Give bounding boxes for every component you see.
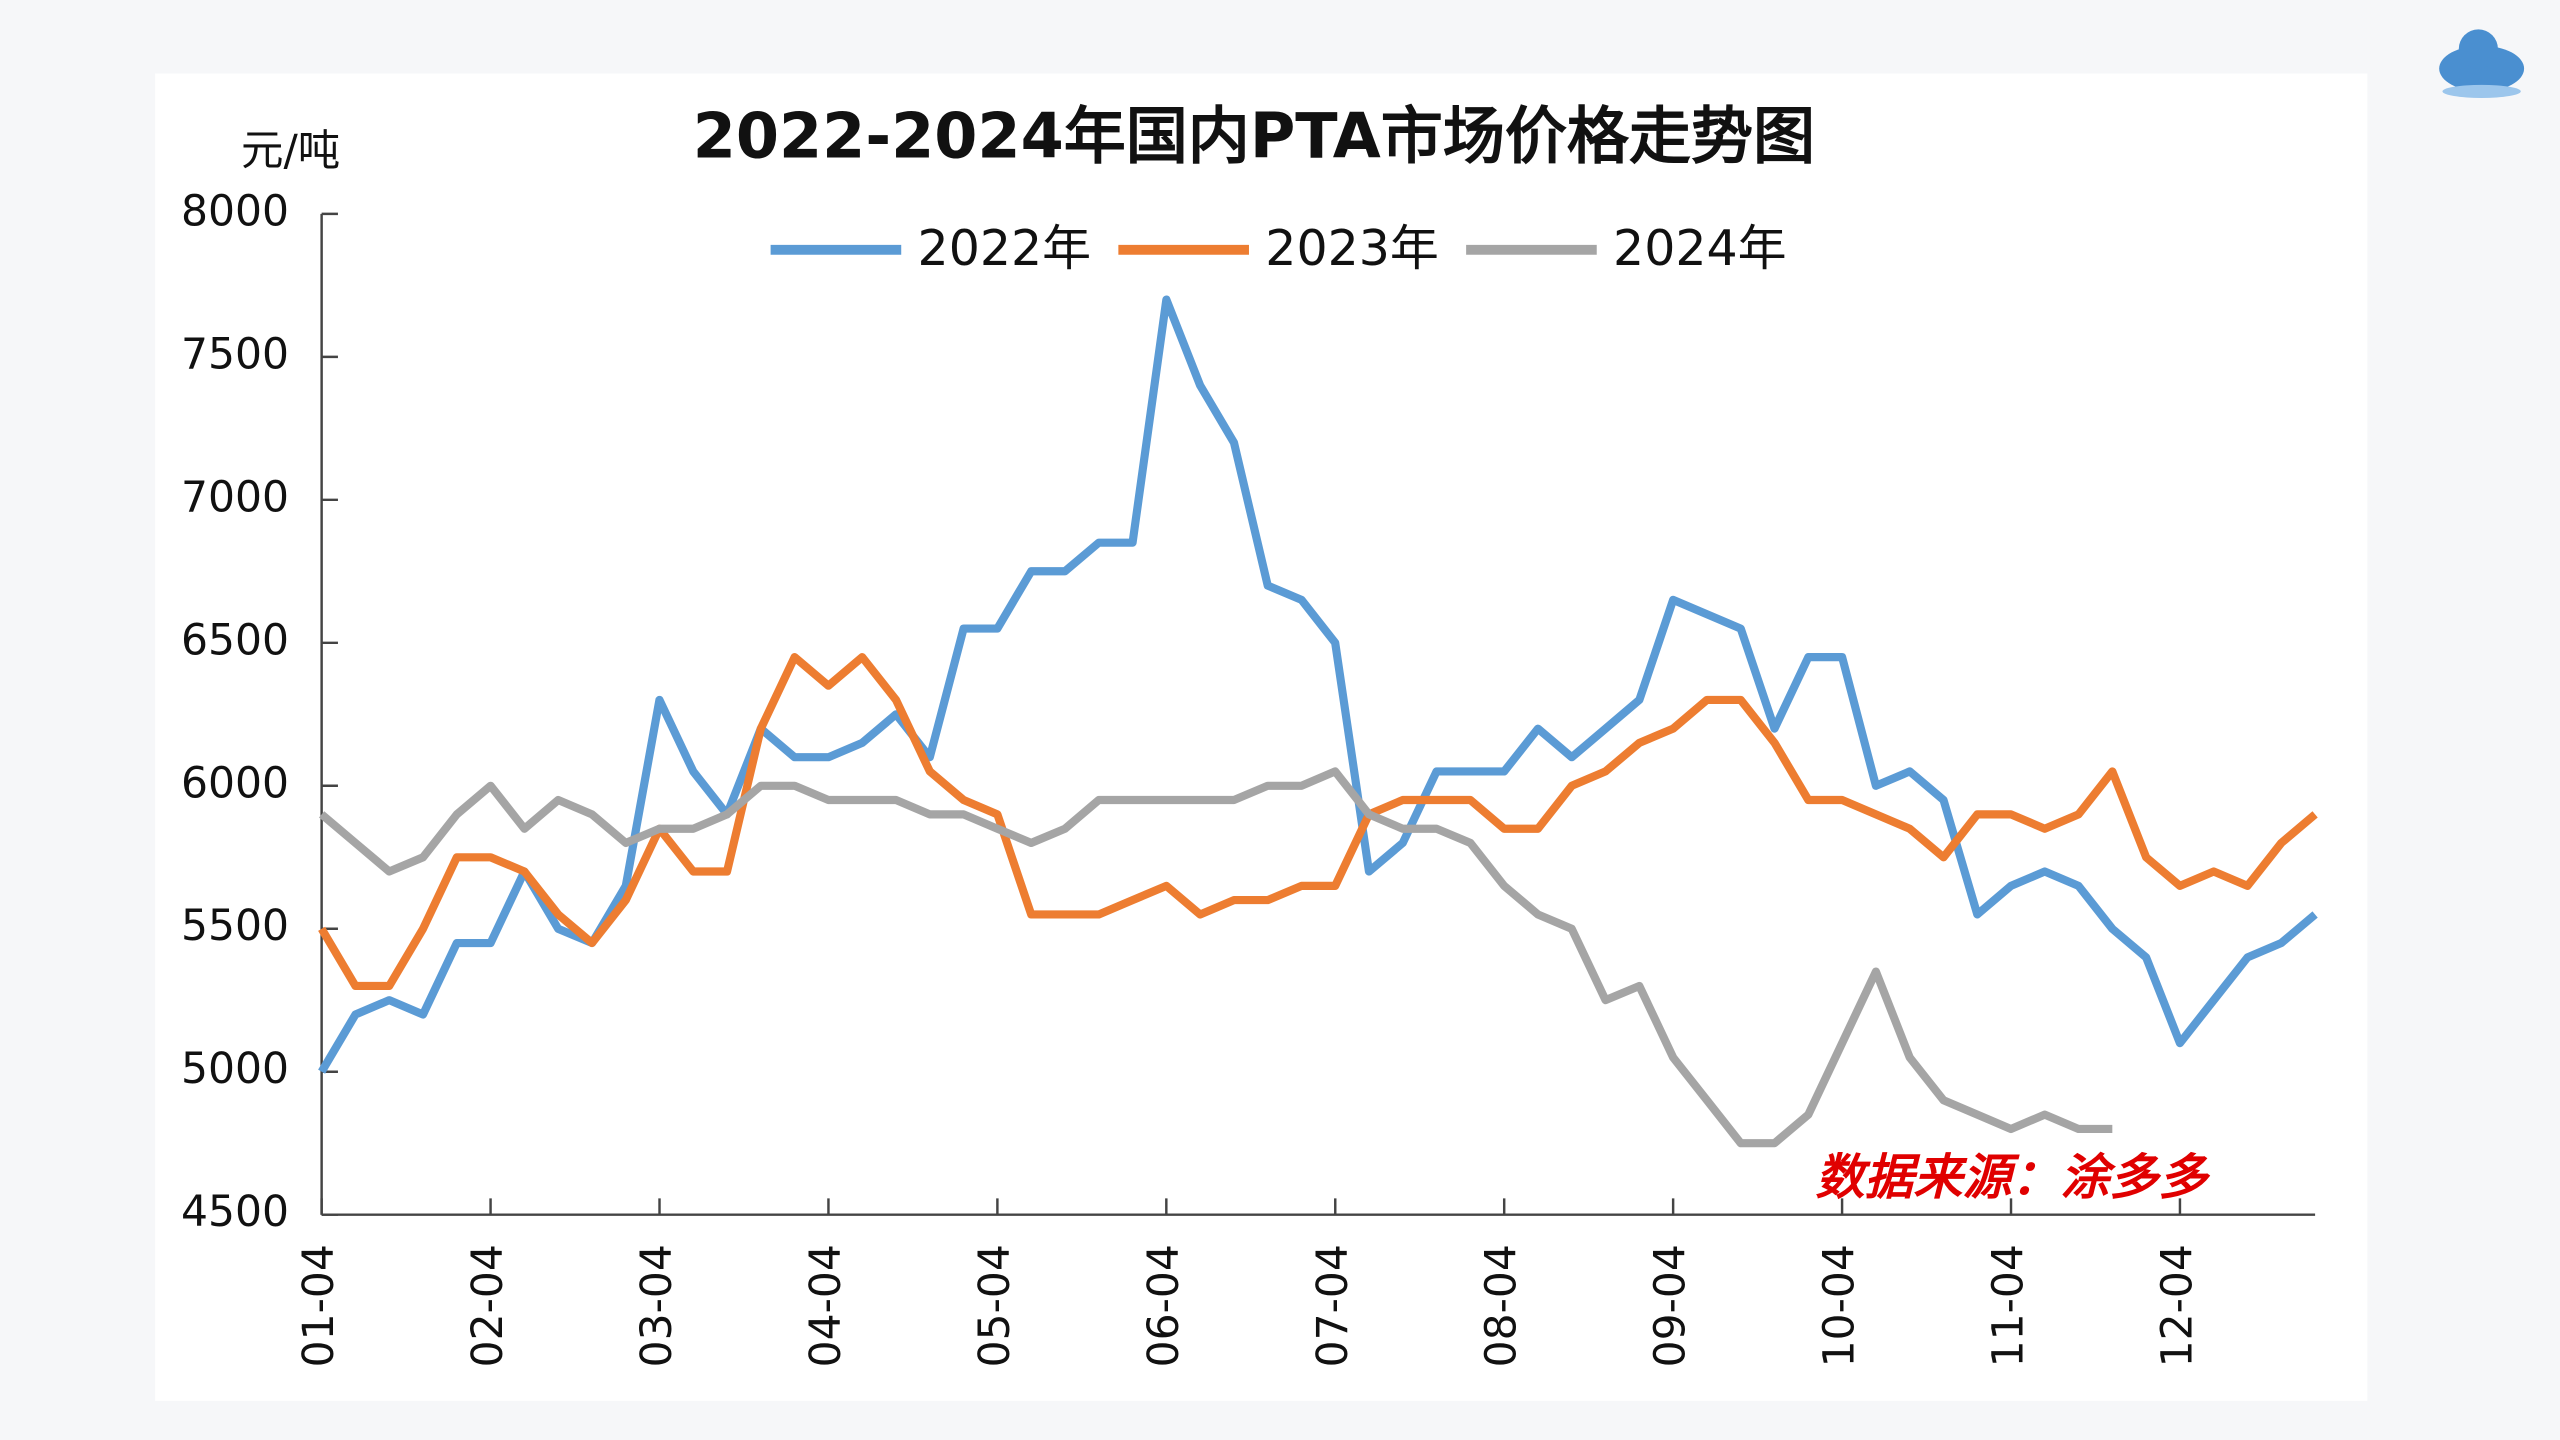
plot: 4500 5000 5500 6000 6500 7000 7500 8000 01-04 02-… <box>181 187 2318 1367</box>
chart-title: 2022-2024年国内PTA市场价格走势图 <box>693 100 1815 173</box>
x-tick-label: 06-04 <box>1140 1244 1189 1367</box>
x-tick-label: 11-04 <box>1985 1244 2034 1367</box>
x-tick-label: 01-04 <box>295 1244 344 1367</box>
y-tick-label: 6500 <box>181 616 289 665</box>
x-tick-label: 05-04 <box>971 1244 1020 1367</box>
y-tick-label: 5500 <box>181 902 289 951</box>
x-tick-label: 04-04 <box>802 1244 851 1367</box>
y-axis-unit: 元/吨 <box>241 127 340 176</box>
series-line <box>318 767 2113 1148</box>
cloud-icon <box>2439 29 2525 98</box>
x-tick-label: 03-04 <box>633 1244 682 1367</box>
x-tick-label: 09-04 <box>1647 1244 1696 1367</box>
x-tick-label: 12-04 <box>2153 1244 2202 1367</box>
y-tick-label: 7000 <box>181 473 289 522</box>
x-tick-label: 08-04 <box>1478 1244 1527 1367</box>
y-tick-label: 5000 <box>181 1045 289 1094</box>
source-note: 数据来源：涂多多 <box>1816 1149 2211 1206</box>
x-tick-label: 10-04 <box>1816 1244 1865 1367</box>
y-tick-label: 8000 <box>181 187 289 236</box>
legend-label: 2024年 <box>1613 220 1787 277</box>
series-line <box>318 653 2318 991</box>
x-tick-label: 02-04 <box>464 1244 513 1367</box>
y-tick-label: 7500 <box>181 330 289 379</box>
y-tick-label: 4500 <box>181 1188 289 1237</box>
y-tick-label: 6000 <box>181 759 289 808</box>
x-tick-label: 07-04 <box>1309 1244 1358 1367</box>
chart-background <box>155 73 2368 1401</box>
legend-label: 2023年 <box>1265 220 1439 277</box>
legend-label: 2022年 <box>918 220 1092 277</box>
series-line <box>318 295 2318 1074</box>
